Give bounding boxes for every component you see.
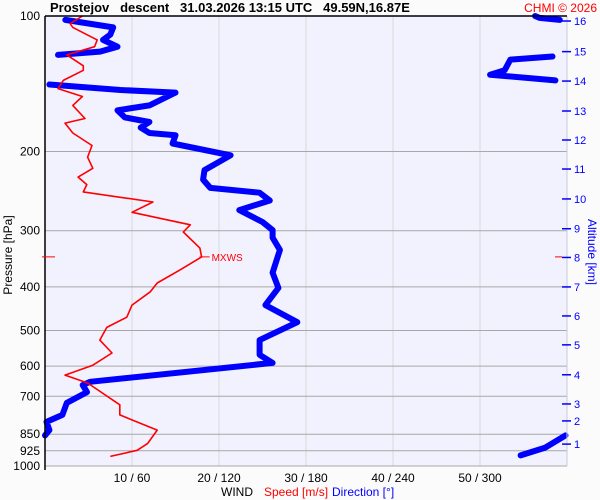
- y-axis-label: Pressure [hPa]: [1, 215, 15, 294]
- altitude-tick-label: 9: [574, 224, 580, 236]
- x-tick-label: 10 / 60: [114, 471, 151, 485]
- x-tick-label: 20 / 120: [197, 471, 241, 485]
- altitude-tick-label: 14: [574, 76, 586, 88]
- altitude-tick-label: 15: [574, 47, 586, 59]
- direction-line: [55, 16, 121, 58]
- direction-line: [487, 53, 559, 84]
- pressure-tick-label: 850: [20, 427, 40, 441]
- altitude-tick-label: 6: [574, 311, 580, 323]
- altitude-tick-label: 2: [574, 416, 580, 428]
- altitude-tick-label: 4: [574, 370, 580, 382]
- altitude-tick-label: 11: [574, 164, 585, 176]
- pressure-tick-label: 400: [20, 280, 40, 294]
- pressure-tick-label: 500: [20, 324, 40, 338]
- pressure-tick-label: 600: [20, 359, 40, 373]
- pressure-tick-label: 925: [20, 444, 40, 458]
- pressure-tick-label: 100: [20, 9, 40, 23]
- x-label-speed: Speed [m/s]: [264, 485, 328, 499]
- altitude-tick-label: 16: [574, 16, 586, 28]
- axes: 10 / 60 20 / 120 30 / 180 40 / 240 50 / 300 1…: [13, 9, 586, 485]
- altitude-tick-label: 1: [574, 439, 580, 451]
- series-layer: MXWS: [42, 13, 569, 459]
- pressure-tick-label: 200: [20, 144, 40, 158]
- pressure-tick-label: 300: [20, 224, 40, 238]
- altitude-tick-label: 12: [574, 135, 586, 147]
- direction-line: [42, 81, 301, 439]
- grid: [45, 16, 567, 467]
- x-tick-label: 50 / 300: [458, 471, 502, 485]
- x-label-direction: Direction [°]: [332, 485, 394, 499]
- x-tick-label: 40 / 240: [371, 471, 415, 485]
- altitude-tick-label: 3: [574, 399, 580, 411]
- altitude-tick-label: 10: [574, 194, 586, 206]
- pressure-tick-label: 700: [20, 389, 40, 403]
- speed-line: [57, 15, 203, 458]
- max-wind-label: MXWS: [212, 253, 243, 264]
- x-tick-label: 30 / 180: [284, 471, 328, 485]
- altitude-tick-label: 7: [574, 282, 580, 294]
- altitude-tick-label: 8: [574, 252, 580, 264]
- pressure-tick-label: 1000: [13, 459, 40, 473]
- altitude-tick-label: 5: [574, 340, 580, 352]
- x-label-wind: WIND: [221, 485, 253, 499]
- y2-axis-label: Altitude [km]: [585, 219, 599, 285]
- credit-label: CHMI © 2026: [524, 1, 597, 15]
- chart-title: Prostejov descent 31.03.2026 13:15 UTC 4…: [50, 0, 410, 15]
- altitude-tick-label: 13: [574, 106, 586, 118]
- direction-line: [517, 432, 569, 459]
